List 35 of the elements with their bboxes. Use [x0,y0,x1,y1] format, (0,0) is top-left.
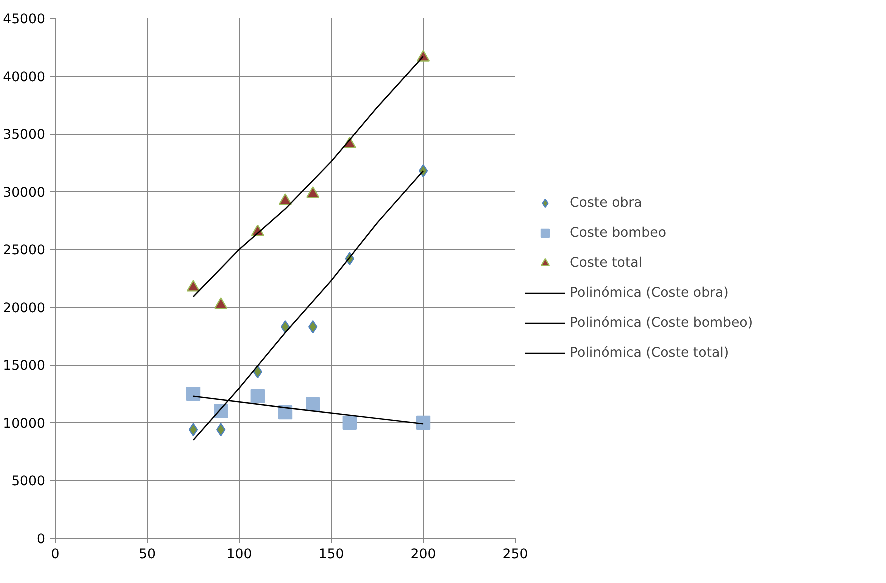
point [253,366,262,379]
point [306,397,320,412]
y-tick-label: 5000 [12,474,46,490]
legend-label: Coste obra [570,196,642,210]
legend-label: Polinómica (Coste obra) [570,286,729,300]
y-tick-label: 20000 [3,301,46,316]
y-tick-label: 30000 [3,186,46,201]
y-tick-label: 25000 [3,244,46,259]
point [216,423,226,436]
point [416,416,431,430]
point [186,386,201,402]
x-tick-label: 100 [226,548,252,562]
y-tick-label: 10000 [3,416,46,432]
y-tick-label: 15000 [3,359,46,374]
y-tick-label: 45000 [3,12,46,28]
point [186,280,200,292]
y-tick-label: 0 [37,532,46,548]
x-tick-label: 0 [51,548,60,562]
point [214,298,228,310]
point [278,194,292,206]
point [188,423,198,436]
x-tick-label: 50 [139,548,156,562]
legend-label: Coste total [570,256,643,270]
y-tick-label: 40000 [3,70,46,86]
point [418,164,428,178]
point [306,186,320,198]
x-tick-label: 150 [318,548,344,562]
point [250,389,265,404]
legend-label: Polinómica (Coste total) [570,346,730,360]
y-tick-label: 35000 [3,128,46,144]
x-tick-label: 250 [502,548,528,562]
legend-label: Polinómica (Coste bombeo) [570,316,754,330]
legend-label: Coste bombeo [570,226,666,240]
x-tick-label: 200 [410,548,436,562]
point [342,416,357,430]
